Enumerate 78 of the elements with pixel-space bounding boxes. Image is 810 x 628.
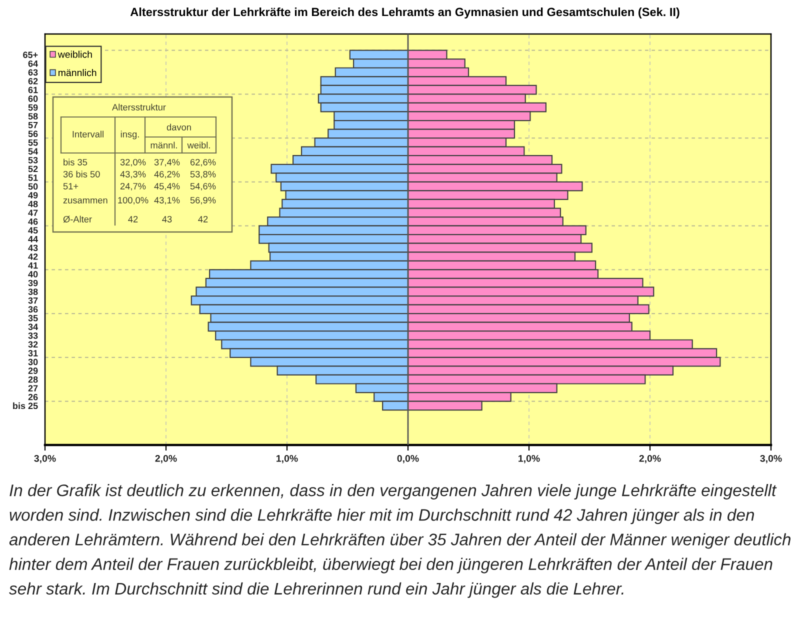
annotation: 32,0% [120,158,146,167]
chart-title: Altersstruktur der Lehrkräfte im Bereich des Lehramts an Gymnasien und Gesamtschulen (Sek. II) [130,8,680,19]
annotation: Ø-Alter [63,216,92,223]
y-tick-label: 42 [28,253,38,260]
y-tick-label: 59 [28,104,38,111]
y-tick-label: 58 [28,113,38,120]
y-tick-label: 52 [28,166,38,172]
legend-label: männlich [58,69,96,76]
y-tick-label: 36 [28,306,38,313]
annotation: 53,8% [190,170,216,179]
y-tick-label: 35 [28,314,38,322]
x-tick-label: 3,0% [34,454,56,464]
annotation: zusammen [63,198,108,204]
annotation: 51+ [63,183,78,190]
y-tick-label: 49 [28,192,38,198]
y-tick-label: 51 [28,174,38,181]
annotation: 37,4% [154,158,180,167]
y-tick-label: 30 [28,358,38,366]
annotation: 62,6% [190,158,216,167]
y-tick-label: 54 [28,148,38,155]
annotation: 56,9% [190,196,216,205]
y-tick-label: 56 [28,130,38,138]
x-tick-label: 1,0% [276,454,298,464]
y-tick-label: 43 [28,244,38,252]
y-tick-label: 50 [28,183,38,190]
annotation: insg. [120,130,139,140]
annotation: 43,1% [154,196,180,205]
y-tick-label: 60 [28,96,38,102]
y-tick-label: 61 [28,86,38,94]
annotation: Intervall [72,130,104,138]
annotation: davon [166,124,191,130]
y-tick-label: 46 [28,218,38,225]
y-tick-label: 40 [28,271,38,278]
annotation: 100,0% [118,196,148,205]
annotation: bis 35 [64,158,88,166]
y-tick-label: 53 [28,156,38,164]
x-tick-label: 3,0% [760,454,782,464]
x-tick-label: 2,0% [155,454,177,464]
text: In der Grafik ist deutlich zu erkennen, dass in den vergangenen Jahren viele junge Lehrkräfte eingestellt worden sind. Inzwischen sind die Lehrkräfte hier mit im Durchschnitt rund 42 Jahren jünger als in den anderen Lehrämtern. Während bei den Lehrkräften über 35 Jahren der Anteil der Männer weniger deutlich hinter dem Anteil der Frauen zurückbleibt, überwiegt bei den jüngeren Lehrkräften der Anteil der Frauen sehr stark. Im Durchschnitt sind die Lehrerinnen rund ein Jahr jünger als die Lehrer. [9,484,790,598]
annotation: 36 bis 50 [63,170,100,178]
y-tick-label: bis 25 [13,402,38,410]
y-tick-label: 27 [28,385,38,392]
annotation: 46,2% [154,170,180,179]
y-tick-label: 62 [28,78,38,84]
y-tick-label: 47 [28,210,38,216]
y-tick-label: 33 [28,332,38,339]
y-tick-label: 65+ [23,52,38,58]
annotation: 42 [198,216,208,222]
x-tick-label: 2,0% [639,454,661,464]
y-tick-label: 45 [28,227,38,234]
y-tick-label: 32 [28,341,38,348]
y-tick-label: 44 [28,236,38,242]
annotation: männl. [150,142,177,148]
annotation: 42 [128,216,138,222]
annotation: 24,7% [120,182,146,191]
y-tick-label: 41 [28,262,38,269]
annotation: 43,3% [120,170,146,179]
y-tick-label: 34 [28,324,38,330]
y-tick-label: 37 [28,297,38,304]
x-tick-label: 1,0% [518,454,540,464]
y-tick-label: 31 [28,350,38,356]
annotation: 43 [162,216,172,222]
annotation: 54,6% [190,182,216,191]
annotation: 45,4% [154,183,180,191]
annotation: weibl. [187,142,210,148]
y-tick-label: 64 [28,60,38,67]
x-tick-label: 0,0% [397,454,419,464]
legend-label: weiblich [58,50,92,58]
y-tick-label: 29 [28,368,38,374]
y-tick-label: 63 [28,69,38,76]
annotation: Altersstruktur [112,104,166,110]
y-tick-label: 57 [28,122,38,128]
y-tick-label: 55 [28,140,38,146]
y-tick-label: 28 [28,376,38,383]
y-tick-label: 26 [28,394,38,400]
y-tick-label: 48 [28,200,38,208]
y-tick-label: 38 [28,288,38,295]
y-tick-label: 39 [28,280,38,286]
